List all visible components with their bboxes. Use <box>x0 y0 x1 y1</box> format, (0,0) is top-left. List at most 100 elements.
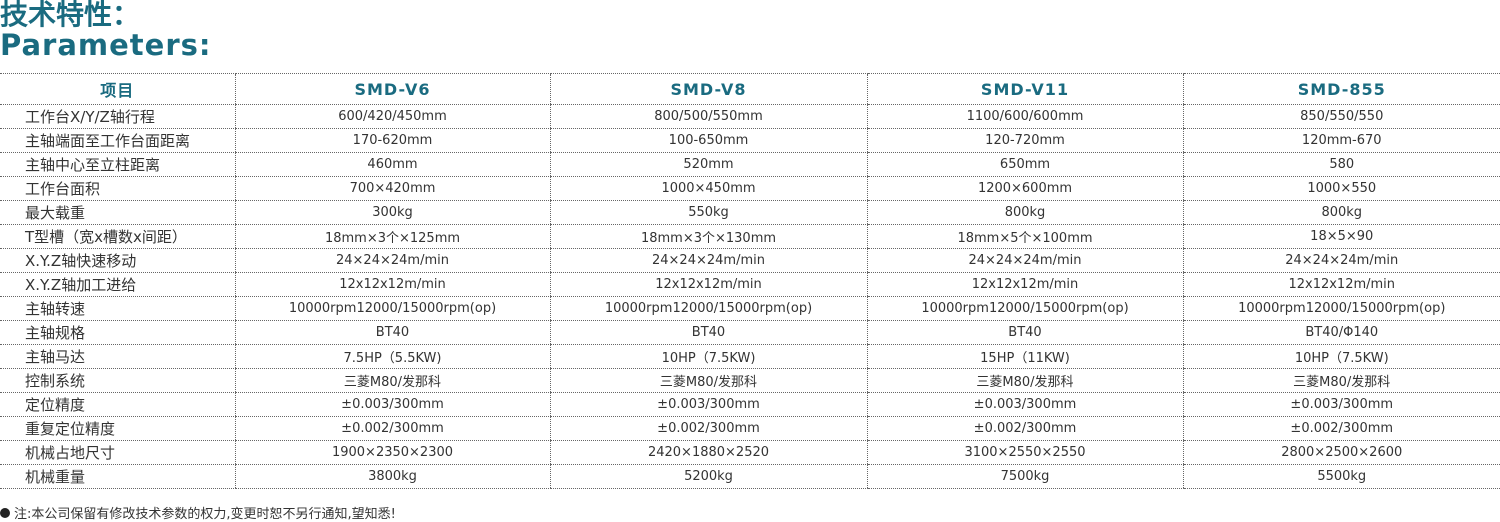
row-label: 主轴转速 <box>0 296 235 321</box>
table-row: 工作台X/Y/Z轴行程 600/420/450mm 800/500/550mm 110… <box>0 104 1500 129</box>
cell: 1900×2350×2300 <box>234 440 550 465</box>
row-label: 最大载重 <box>0 200 235 225</box>
cell: 120mm-670 <box>1182 128 1500 153</box>
table-row: 工作台面积 700×420mm 1000×450mm 1200×600mm 1000×5… <box>0 176 1500 201</box>
cell: 800/500/550mm <box>549 104 867 129</box>
cell: 460mm <box>234 152 550 177</box>
cell: 7500kg <box>866 464 1183 489</box>
row-label: 主轴中心至立柱距离 <box>0 152 235 177</box>
bullet <box>0 507 10 518</box>
cell: 10000rpm12000/15000rpm(op) <box>866 296 1183 321</box>
cell: 600/420/450mm <box>234 104 550 129</box>
column-header: SMD-V8 <box>549 73 867 105</box>
cell: 1100/600/600mm <box>866 104 1183 129</box>
table-row: 主轴转速 10000rpm12000/15000rpm(op) 10000rpm12… <box>0 296 1500 321</box>
title-cn: 技术特性： <box>0 0 141 31</box>
row-label: 机械重量 <box>0 464 235 489</box>
cell: 1000×450mm <box>549 176 867 201</box>
cell: BT40/Φ140 <box>1182 320 1500 345</box>
cell: ±0.003/300mm <box>234 392 550 417</box>
row-label: 主轴端面至工作台面距离 <box>0 128 235 153</box>
cell: 18mm×3个×125mm <box>234 224 550 249</box>
table-row: 定位精度 ±0.003/300mm ±0.003/300mm ±0.003/300mm… <box>0 392 1500 417</box>
cell: ±0.003/300mm <box>1182 392 1500 417</box>
cell: BT40 <box>234 320 550 345</box>
cell: 24×24×24m/min <box>234 248 550 273</box>
cell: ±0.002/300mm <box>549 416 867 441</box>
column-header: 项目 <box>0 73 235 105</box>
table-row: X.Y.Z轴加工进给 12x12x12m/min 12x12x12m/min 12x1… <box>0 272 1500 297</box>
column-header: SMD-V11 <box>866 73 1183 105</box>
cell: 15HP（11KW) <box>866 344 1183 369</box>
cell: 24×24×24m/min <box>549 248 867 273</box>
cell: 10000rpm12000/15000rpm(op) <box>549 296 867 321</box>
cell: 18mm×3个×130mm <box>549 224 867 249</box>
cell: 800kg <box>866 200 1183 225</box>
cell: 170-620mm <box>234 128 550 153</box>
row-label: 主轴马达 <box>0 344 235 369</box>
cell: 10000rpm12000/15000rpm(op) <box>234 296 550 321</box>
row-label: 重复定位精度 <box>0 416 235 441</box>
cell: 3800kg <box>234 464 550 489</box>
cell: 7.5HP（5.5KW) <box>234 344 550 369</box>
column-header: SMD-855 <box>1182 73 1500 105</box>
cell: 12x12x12m/min <box>1182 272 1500 297</box>
cell: 5500kg <box>1182 464 1500 489</box>
cell: 650mm <box>866 152 1183 177</box>
row-label: X.Y.Z轴快速移动 <box>0 248 235 273</box>
table-row: 主轴中心至立柱距离 460mm 520mm 650mm 580 <box>0 152 1500 177</box>
cell: 5200kg <box>549 464 867 489</box>
table-row: 机械占地尺寸 1900×2350×2300 2420×1880×2520 3100×2… <box>0 440 1500 465</box>
cell: BT40 <box>866 320 1183 345</box>
cell: 18mm×5个×100mm <box>866 224 1183 249</box>
spec-table: 项目 SMD-V6 SMD-V8 SMD-V11 SMD-855 工作台X/Y/Z轴行程… <box>0 73 1500 489</box>
table-row: 控制系统 三菱M80/发那科 三菱M80/发那科 三菱M80/发那科 三菱M80/发那科 <box>0 368 1500 393</box>
cell: ±0.002/300mm <box>1182 416 1500 441</box>
table-row: 最大载重 300kg 550kg 800kg 800kg <box>0 200 1500 225</box>
cell: 12x12x12m/min <box>549 272 867 297</box>
cell: 700×420mm <box>234 176 550 201</box>
cell: 120-720mm <box>866 128 1183 153</box>
row-label: 工作台X/Y/Z轴行程 <box>0 104 235 129</box>
row-label: 机械占地尺寸 <box>0 440 235 465</box>
cell: 1000×550 <box>1182 176 1500 201</box>
cell: 三菱M80/发那科 <box>234 368 550 393</box>
table-row: X.Y.Z轴快速移动 24×24×24m/min 24×24×24m/min 24×2… <box>0 248 1500 273</box>
footnote: 注:本公司保留有修改技术参数的权力,变更时恕不另行通知,望知悉! <box>0 503 396 522</box>
table-row: 机械重量 3800kg 5200kg 7500kg 5500kg <box>0 464 1500 489</box>
row-label: 定位精度 <box>0 392 235 417</box>
footnote-text: 注:本公司保留有修改技术参数的权力,变更时恕不另行通知,望知悉! <box>14 507 396 522</box>
cell: 100-650mm <box>549 128 867 153</box>
cell: 24×24×24m/min <box>1182 248 1500 273</box>
table-row: 重复定位精度 ±0.002/300mm ±0.002/300mm ±0.002/300… <box>0 416 1500 441</box>
cell: 520mm <box>549 152 867 177</box>
cell: 12x12x12m/min <box>234 272 550 297</box>
cell: 三菱M80/发那科 <box>866 368 1183 393</box>
cell: 24×24×24m/min <box>866 248 1183 273</box>
cell: 10HP（7.5KW) <box>549 344 867 369</box>
cell: ±0.003/300mm <box>549 392 867 417</box>
cell: BT40 <box>549 320 867 345</box>
cell: 850/550/550 <box>1182 104 1500 129</box>
cell: 2420×1880×2520 <box>549 440 867 465</box>
cell: 550kg <box>549 200 867 225</box>
row-label: T型槽（宽x槽数x间距） <box>0 224 235 249</box>
row-label: X.Y.Z轴加工进给 <box>0 272 235 297</box>
cell: 10000rpm12000/15000rpm(op) <box>1182 296 1500 321</box>
row-label: 控制系统 <box>0 368 235 393</box>
cell: 三菱M80/发那科 <box>1182 368 1500 393</box>
table-row: 主轴规格 BT40 BT40 BT40 BT40/Φ140 <box>0 320 1500 345</box>
cell: 1200×600mm <box>866 176 1183 201</box>
table-row: 主轴马达 7.5HP（5.5KW) 10HP（7.5KW) 15HP（11KW) 10H… <box>0 344 1500 369</box>
cell: ±0.002/300mm <box>234 416 550 441</box>
cell: ±0.003/300mm <box>866 392 1183 417</box>
cell: 800kg <box>1182 200 1500 225</box>
row-label: 工作台面积 <box>0 176 235 201</box>
cell: 12x12x12m/min <box>866 272 1183 297</box>
cell: 300kg <box>234 200 550 225</box>
table-body: 工作台X/Y/Z轴行程 600/420/450mm 800/500/550mm 110… <box>0 104 1500 489</box>
cell: 580 <box>1182 152 1500 177</box>
header-row: 项目 SMD-V6 SMD-V8 SMD-V11 SMD-855 <box>0 73 1500 105</box>
cell: 18×5×90 <box>1182 224 1500 249</box>
